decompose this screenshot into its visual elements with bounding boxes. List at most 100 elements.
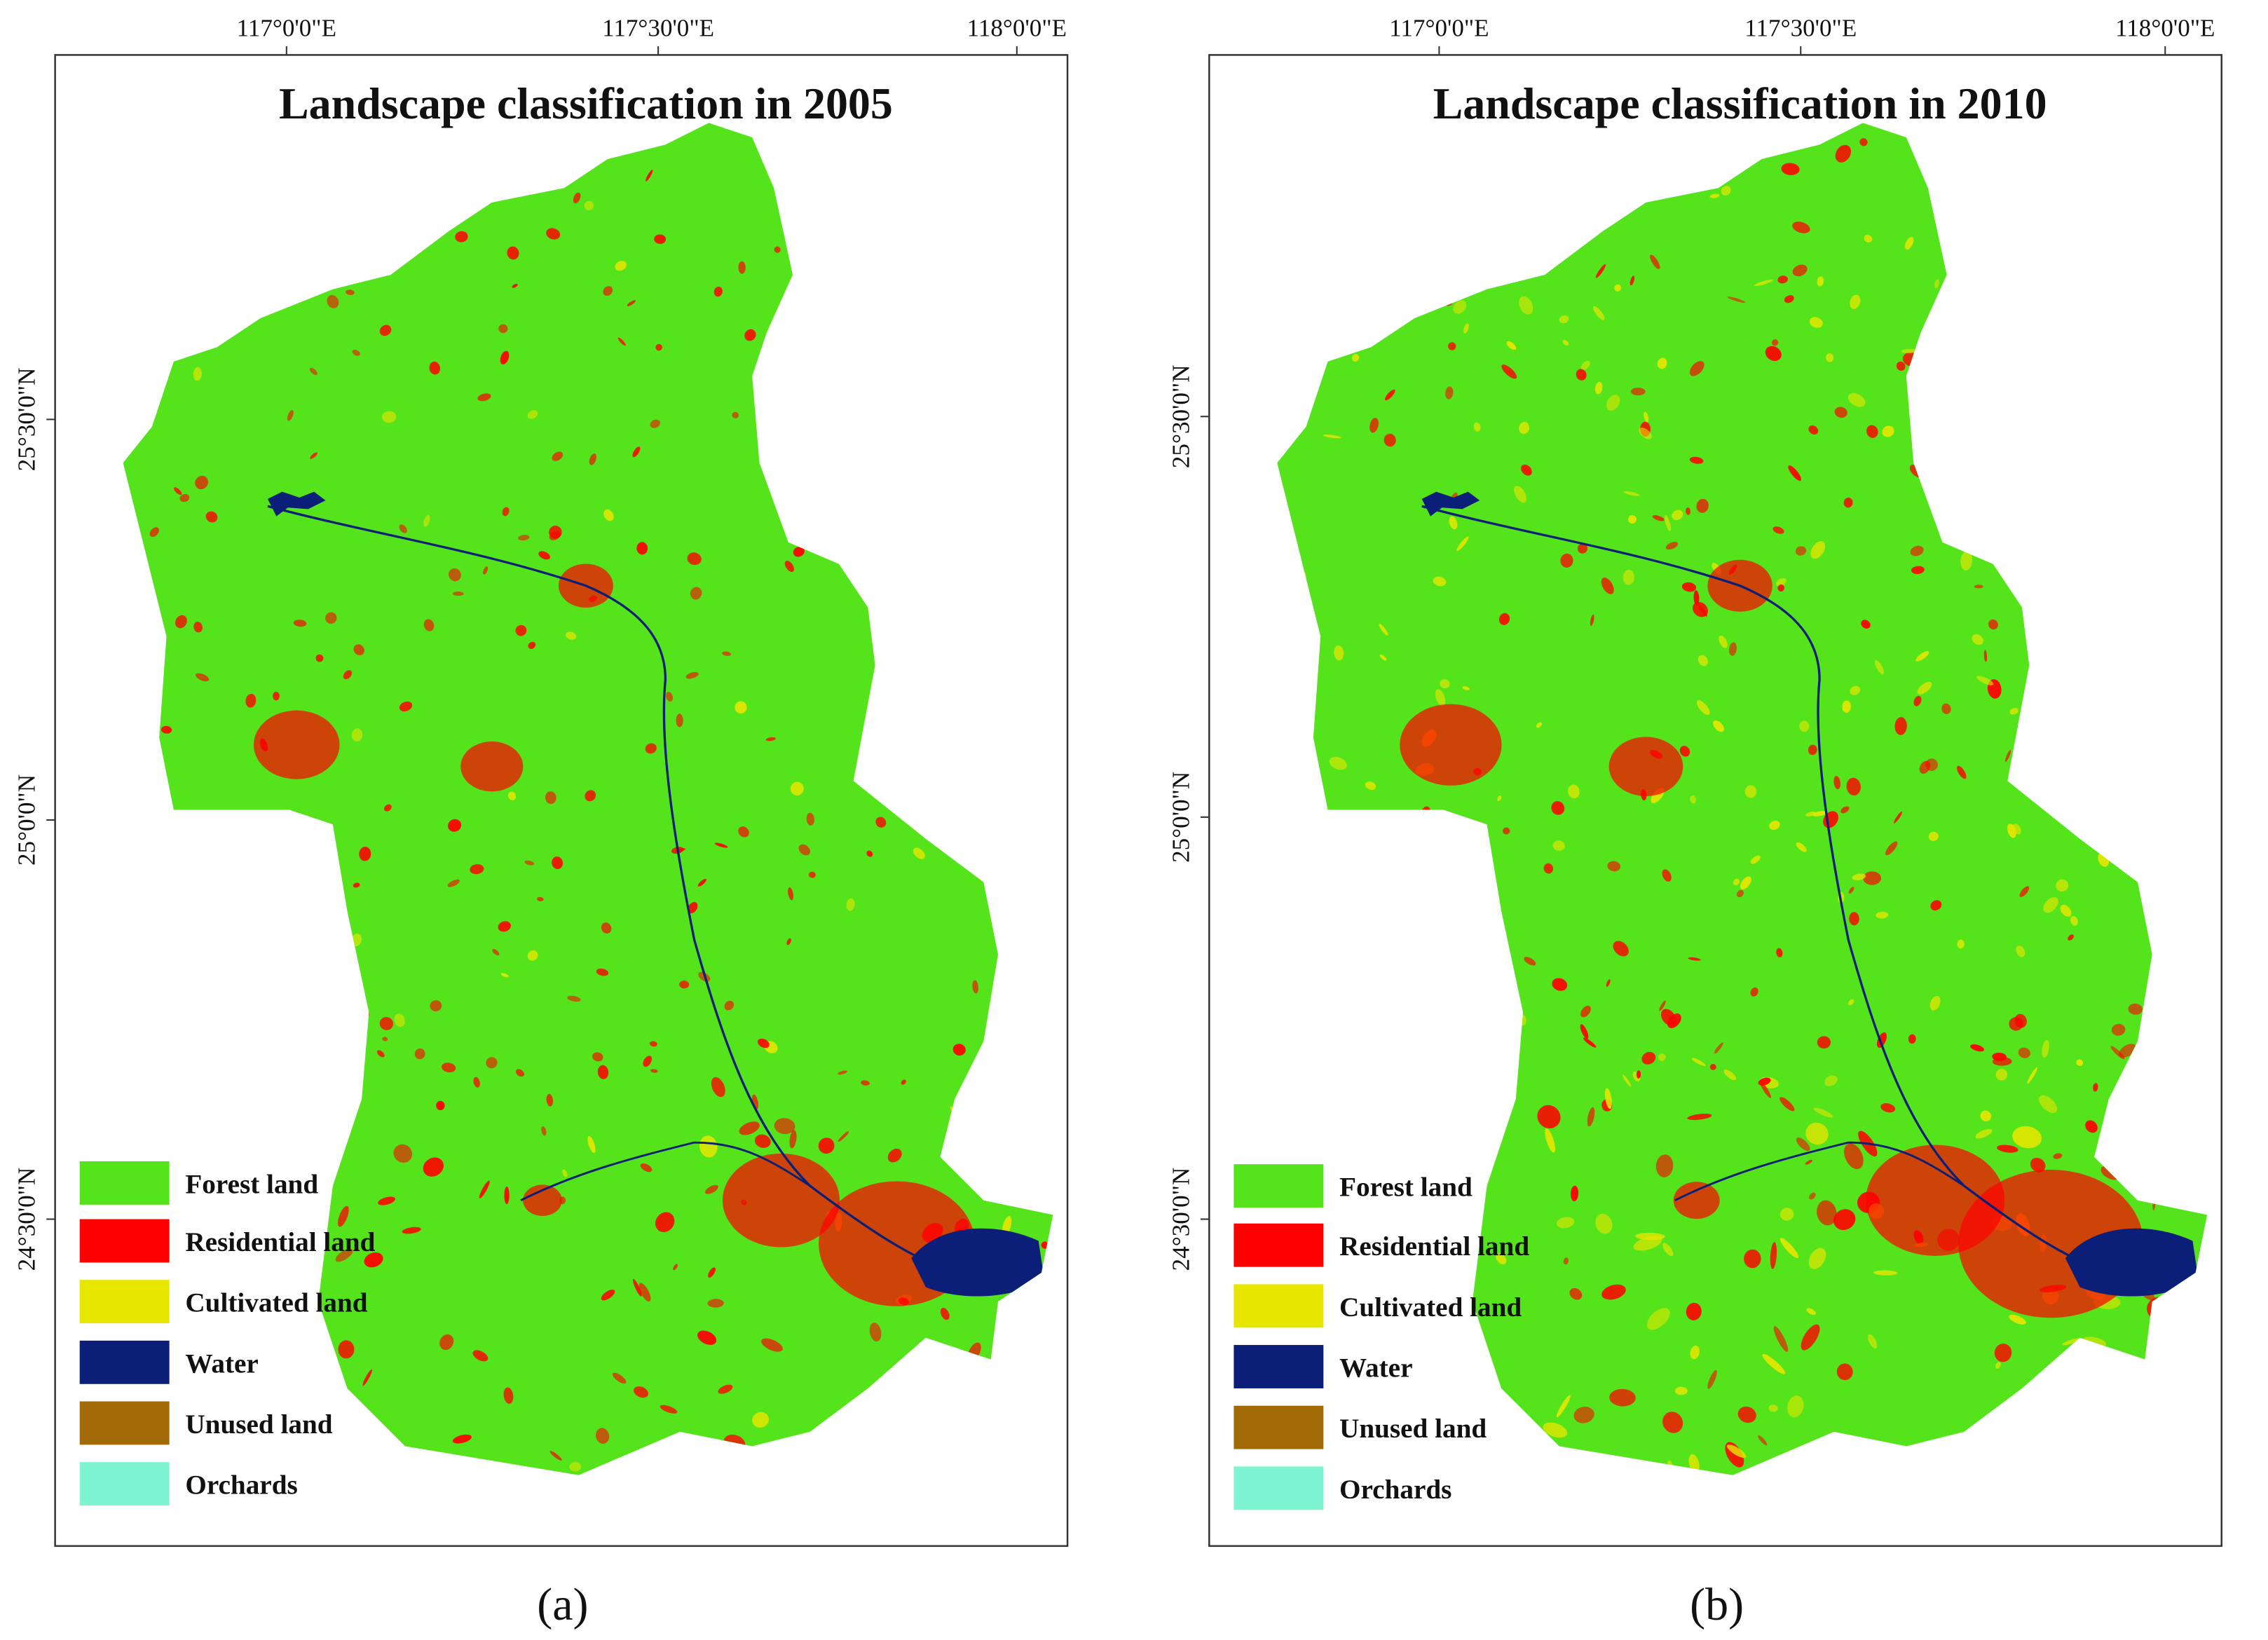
land-patch bbox=[195, 475, 208, 490]
land-patch bbox=[1698, 605, 1707, 617]
land-patch bbox=[436, 1100, 445, 1111]
land-patch bbox=[1583, 1037, 1597, 1048]
land-patch bbox=[1537, 1105, 1561, 1129]
land-patch bbox=[676, 713, 683, 727]
land-patch bbox=[1809, 1192, 1816, 1200]
land-patch bbox=[173, 487, 182, 496]
land-patch bbox=[1686, 507, 1690, 515]
land-patch bbox=[293, 620, 307, 627]
land-patch bbox=[1840, 806, 1850, 814]
land-patch bbox=[1448, 342, 1456, 350]
legend-swatch bbox=[79, 1219, 170, 1263]
urban-area bbox=[460, 741, 524, 792]
land-patch bbox=[1758, 1435, 1768, 1446]
land-patch bbox=[1777, 584, 1785, 592]
land-patch bbox=[1672, 510, 1683, 521]
land-patch bbox=[708, 1267, 716, 1278]
legend-label: Unused land bbox=[185, 1409, 332, 1440]
land-patch bbox=[1691, 1058, 1706, 1066]
land-patch bbox=[697, 879, 706, 887]
land-patch bbox=[382, 1037, 388, 1041]
land-patch bbox=[193, 367, 202, 381]
land-patch bbox=[1646, 1308, 1670, 1330]
land-patch bbox=[1754, 279, 1773, 287]
land-patch bbox=[1463, 323, 1469, 334]
land-patch bbox=[1750, 855, 1761, 864]
land-patch bbox=[1721, 186, 1731, 196]
land-patch bbox=[1433, 576, 1447, 587]
land-patch bbox=[595, 1428, 610, 1444]
land-patch bbox=[587, 1135, 596, 1154]
land-patch bbox=[414, 1048, 425, 1060]
legend-label: Forest land bbox=[1339, 1173, 1473, 1203]
land-patch bbox=[335, 1248, 353, 1262]
legend-swatch bbox=[79, 1340, 170, 1384]
land-patch bbox=[603, 286, 613, 296]
land-patch bbox=[1365, 781, 1376, 790]
land-patch bbox=[1641, 1051, 1656, 1065]
land-patch bbox=[1570, 1185, 1579, 1202]
land-patch bbox=[2068, 934, 2074, 941]
land-patch bbox=[707, 1299, 724, 1308]
land-patch bbox=[1934, 279, 1939, 289]
land-patch bbox=[1983, 650, 1988, 662]
land-patch bbox=[1496, 1253, 1507, 1265]
legend-swatch bbox=[79, 1280, 170, 1324]
land-patch bbox=[1975, 1128, 1993, 1139]
land-patch bbox=[2060, 904, 2072, 917]
land-patch bbox=[2062, 1338, 2082, 1346]
land-patch bbox=[1768, 1405, 1778, 1412]
land-patch bbox=[1662, 1412, 1683, 1433]
land-patch bbox=[1560, 553, 1573, 568]
land-patch bbox=[1873, 1270, 1898, 1276]
land-patch bbox=[1880, 1103, 1896, 1113]
land-patch bbox=[738, 826, 749, 838]
land-patch bbox=[1644, 411, 1649, 423]
land-patch bbox=[1580, 360, 1590, 371]
map-title: Landscape classification in 2005 bbox=[279, 78, 893, 128]
land-patch bbox=[765, 737, 776, 742]
legend-label: Water bbox=[1339, 1353, 1412, 1383]
legend-label: Orchards bbox=[1339, 1475, 1451, 1505]
land-patch bbox=[638, 1283, 651, 1302]
land-patch bbox=[1334, 645, 1344, 661]
land-patch bbox=[1776, 948, 1783, 958]
land-patch bbox=[423, 619, 435, 631]
land-patch bbox=[1846, 777, 1861, 795]
land-patch bbox=[1994, 1344, 2012, 1362]
land-patch bbox=[384, 804, 392, 812]
land-patch bbox=[1551, 801, 1565, 815]
land-patch bbox=[688, 902, 698, 914]
urban-area bbox=[523, 1184, 562, 1216]
land-patch bbox=[2039, 1095, 2058, 1114]
land-patch bbox=[1769, 820, 1780, 831]
land-patch bbox=[1453, 300, 1467, 314]
land-patch bbox=[1449, 516, 1458, 530]
land-patch bbox=[569, 1462, 582, 1472]
land-patch bbox=[2012, 824, 2021, 835]
land-patch bbox=[1773, 1326, 1789, 1352]
land-patch bbox=[1885, 841, 1898, 856]
land-patch bbox=[1580, 1005, 1591, 1018]
land-patch bbox=[1788, 465, 1801, 481]
land-patch bbox=[793, 546, 805, 557]
land-patch bbox=[1690, 795, 1697, 804]
land-patch bbox=[483, 566, 489, 575]
land-patch bbox=[1744, 1249, 1761, 1269]
land-patch bbox=[645, 170, 653, 182]
land-patch bbox=[1369, 418, 1379, 433]
land-patch bbox=[1606, 979, 1611, 988]
land-patch bbox=[430, 1000, 442, 1011]
land-patch bbox=[441, 1062, 456, 1073]
land-patch bbox=[338, 1340, 355, 1359]
land-patch bbox=[1601, 578, 1614, 594]
land-patch bbox=[1595, 1213, 1613, 1234]
legend-label: Orchards bbox=[185, 1470, 297, 1501]
land-patch bbox=[603, 509, 614, 521]
land-patch bbox=[327, 295, 339, 308]
land-patch bbox=[549, 1451, 562, 1461]
land-patch bbox=[585, 790, 596, 802]
land-patch bbox=[601, 922, 612, 934]
land-patch bbox=[504, 1187, 510, 1205]
land-patch bbox=[1813, 1107, 1833, 1118]
